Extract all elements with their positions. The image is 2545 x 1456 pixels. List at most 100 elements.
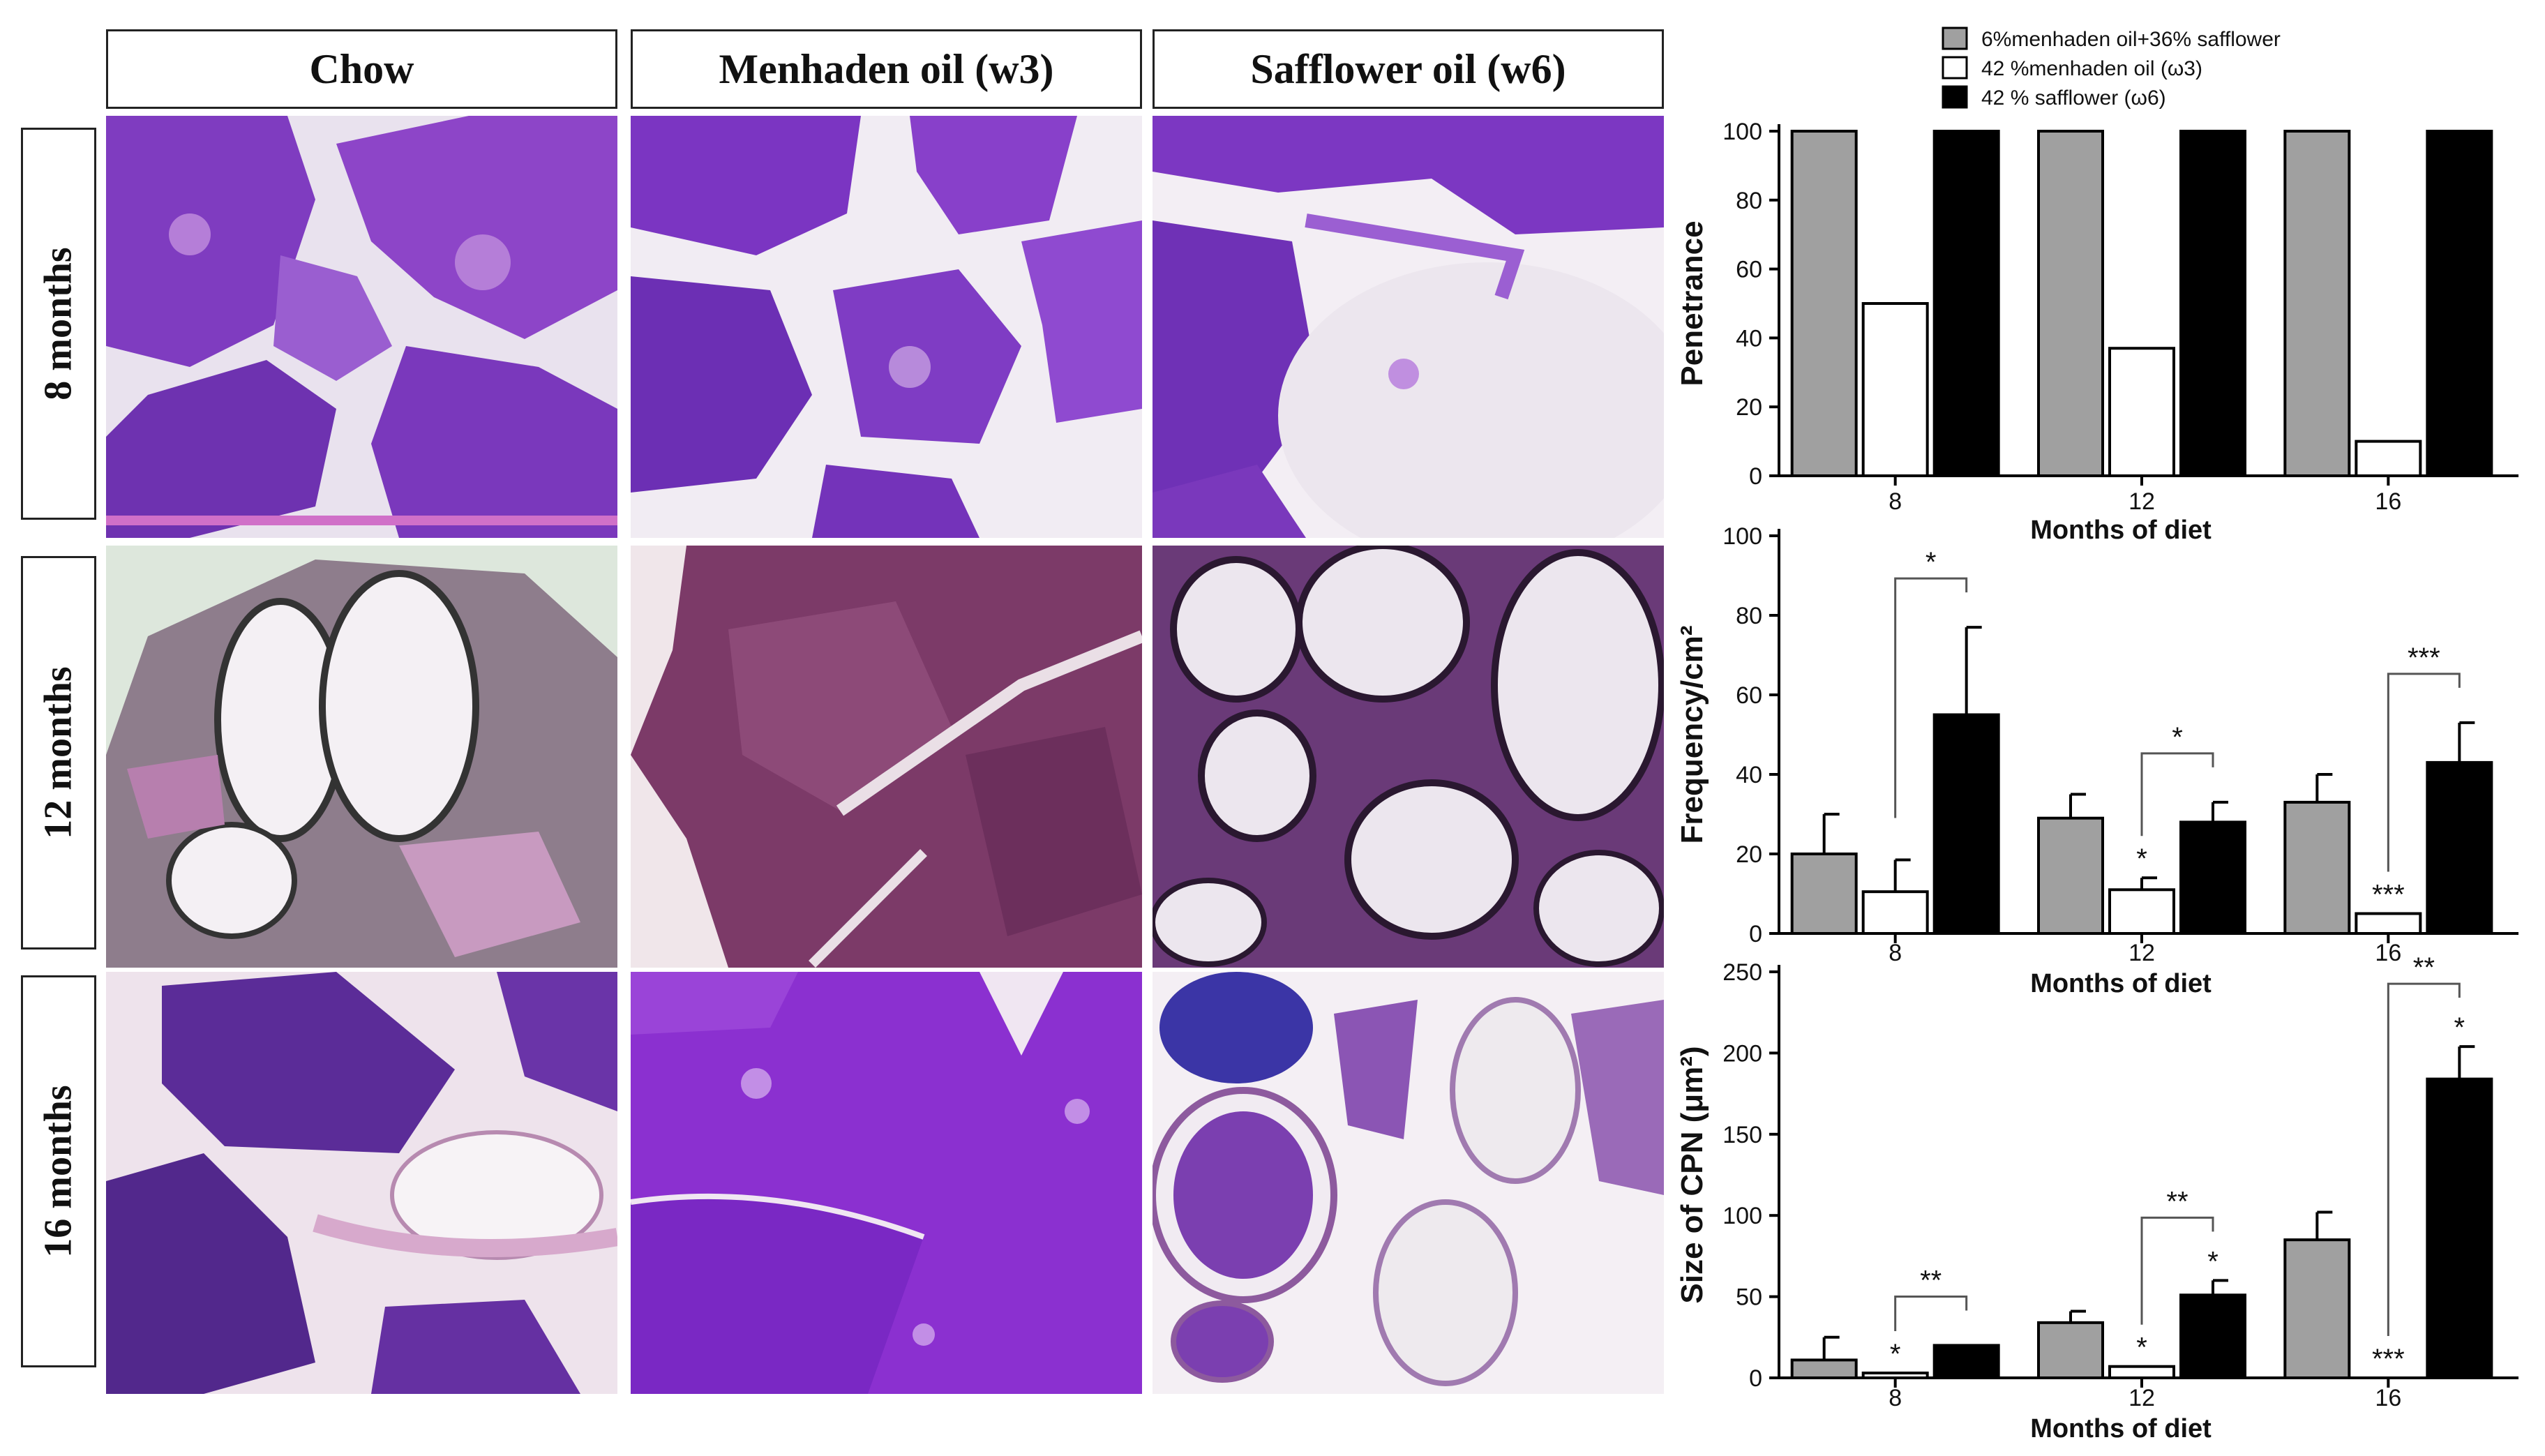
chart-1-bar <box>2426 130 2493 477</box>
chart-3-bracket <box>1894 1295 1968 1332</box>
chart-1-xtick-label: 12 <box>2129 488 2155 515</box>
chart-2-bracket-label: * <box>2172 722 2183 753</box>
chart-1-bar <box>2283 130 2351 477</box>
chart-2-bracket <box>2140 752 2214 836</box>
chart-2-xtick-label: 12 <box>2129 940 2155 966</box>
legend-swatch-1 <box>1942 27 1968 50</box>
chart-1-ytick-label: 80 <box>1736 188 1762 214</box>
chart-1-bar <box>2179 130 2246 477</box>
chart-1-ytick-label: 60 <box>1736 257 1762 283</box>
chart-2-xtick-label: 16 <box>2375 940 2401 966</box>
histology-menhaden-16-months <box>631 972 1142 1394</box>
chart-2-bar <box>2283 800 2351 936</box>
histology-chow-8-months <box>106 116 617 538</box>
chart-3-bracket <box>2140 1216 2214 1325</box>
chart-3-significance-label: * <box>2207 1246 2219 1277</box>
chart-1-xtick-label: 8 <box>1889 488 1902 515</box>
chart-2-ytick-label: 60 <box>1736 682 1762 709</box>
chart-2-xtick-label: 8 <box>1889 940 1902 966</box>
chart-3-xlabel: Months of diet <box>2030 1414 2212 1443</box>
chart-1-ylabel: Penetrance <box>1675 220 1709 386</box>
histology-chow-12-months <box>106 546 617 968</box>
histology-safflower-16-months <box>1153 972 1664 1394</box>
chart-2-significance-label: * <box>2136 843 2147 874</box>
chart-1-bar <box>2355 440 2422 477</box>
chart-2-bar <box>2037 816 2104 935</box>
chart-3-xtick-label: 8 <box>1889 1385 1902 1411</box>
chart-1-bar <box>1932 130 2000 477</box>
chart-3-bar <box>2179 1293 2246 1379</box>
chart-2-significance-label: *** <box>2372 880 2405 910</box>
column-header-menhaden: Menhaden oil (w3) <box>631 29 1142 109</box>
chart-3-bar <box>2426 1077 2493 1379</box>
chart-3-significance-label: * <box>2136 1333 2147 1363</box>
chart-3-bar <box>2283 1238 2351 1379</box>
legend-swatch-2 <box>1942 56 1968 80</box>
chart-3-ytick-label: 200 <box>1722 1040 1762 1067</box>
chart-2-bar <box>1932 713 2000 935</box>
chart-3-bar <box>2037 1321 2104 1380</box>
legend-label-1: 6%menhaden oil+36% safflower <box>1981 28 2281 51</box>
chart-1-xlabel: Months of diet <box>2030 516 2212 545</box>
chart-3-ytick-label: 150 <box>1722 1122 1762 1148</box>
chart-3-ylabel: Size of CPN (μm²) <box>1675 1046 1709 1303</box>
chart-3-ytick-label: 250 <box>1722 959 1762 986</box>
chart-1-ytick-label: 0 <box>1749 463 1762 490</box>
chart-3-xtick-label: 16 <box>2375 1385 2401 1411</box>
chart-2-bracket <box>1894 577 1968 818</box>
chart-2-bracket <box>2387 673 2461 872</box>
histology-safflower-8-months <box>1153 116 1664 538</box>
chart-3-bracket <box>2387 982 2461 1336</box>
histology-menhaden-8-months <box>631 116 1142 538</box>
column-header-chow: Chow <box>106 29 617 109</box>
chart-3-significance-label: * <box>2454 1012 2465 1043</box>
chart-1-ytick-label: 20 <box>1736 394 1762 421</box>
chart-3-ytick-label: 0 <box>1749 1365 1762 1392</box>
chart-2-bar <box>2179 820 2246 936</box>
chart-2-bar <box>2108 888 2175 936</box>
chart-3-bar <box>1932 1344 2000 1379</box>
chart-1-xtick-label: 16 <box>2375 488 2401 515</box>
chart-3-xtick-label: 12 <box>2129 1385 2155 1411</box>
chart-3-bar <box>2108 1365 2175 1379</box>
chart-3-bar <box>1790 1358 1858 1379</box>
chart-3-ytick-label: 100 <box>1722 1203 1762 1229</box>
row-header-12-months: 12 months <box>21 556 96 950</box>
chart-2-xlabel: Months of diet <box>2030 969 2212 998</box>
chart-2-ytick-label: 40 <box>1736 762 1762 788</box>
chart-1-bar <box>1790 130 1858 477</box>
chart-3-ytick-label: 50 <box>1736 1284 1762 1311</box>
legend-label-3: 42 % safflower (ω6) <box>1981 87 2166 110</box>
chart-3-significance-label: * <box>1890 1339 1901 1369</box>
chart-2-bracket-label: *** <box>2408 643 2440 673</box>
chart-2-bar <box>2426 760 2493 936</box>
legend-swatch-3 <box>1942 85 1968 109</box>
histology-safflower-12-months <box>1153 546 1664 968</box>
histology-chow-16-months <box>106 972 617 1394</box>
chart-3-bracket-label: ** <box>1920 1265 1942 1296</box>
chart-2-bar <box>2355 912 2422 935</box>
chart-2-bracket-label: * <box>1925 547 1937 578</box>
chart-2-ytick-label: 0 <box>1749 921 1762 947</box>
chart-2-ytick-label: 20 <box>1736 841 1762 868</box>
chart-3-bracket-label: ** <box>2413 952 2435 983</box>
chart-2-ytick-label: 80 <box>1736 603 1762 629</box>
histology-menhaden-12-months <box>631 546 1142 968</box>
row-header-16-months: 16 months <box>21 975 96 1367</box>
legend-label-2: 42 %menhaden oil (ω3) <box>1981 57 2202 80</box>
chart-3-significance-label: *** <box>2372 1344 2405 1374</box>
chart-2-bar <box>1790 853 1858 935</box>
row-header-8-months: 8 months <box>21 128 96 520</box>
chart-3-bracket-label: ** <box>2166 1186 2188 1217</box>
chart-1-ytick-label: 100 <box>1722 119 1762 145</box>
chart-2-bar <box>1861 890 1929 936</box>
chart-1-ytick-label: 40 <box>1736 325 1762 352</box>
chart-2-ylabel: Frequency/cm² <box>1675 626 1709 844</box>
chart-3-bar <box>1861 1372 1929 1379</box>
chart-2-ytick-label: 100 <box>1722 523 1762 550</box>
column-header-safflower: Safflower oil (w6) <box>1153 29 1664 109</box>
chart-1-bar <box>2037 130 2104 477</box>
chart-1-bar <box>2108 347 2175 477</box>
chart-1-bar <box>1861 302 1929 477</box>
